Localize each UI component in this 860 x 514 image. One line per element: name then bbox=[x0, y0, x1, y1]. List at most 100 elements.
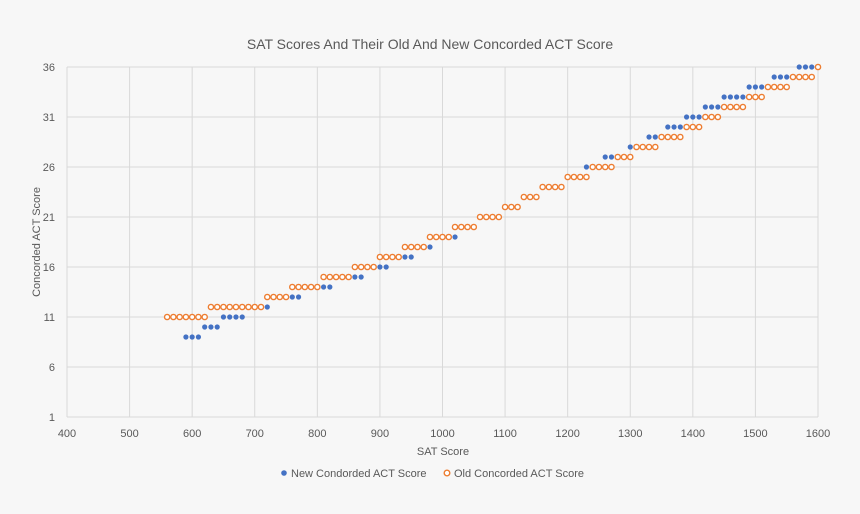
data-point bbox=[232, 303, 240, 311]
data-point bbox=[189, 334, 195, 340]
data-point bbox=[739, 103, 747, 111]
data-point bbox=[382, 253, 390, 261]
data-point bbox=[564, 173, 571, 181]
data-point bbox=[814, 63, 822, 71]
data-point bbox=[383, 264, 389, 270]
data-point bbox=[170, 313, 177, 321]
data-point bbox=[595, 163, 603, 171]
data-point bbox=[558, 183, 565, 191]
data-point bbox=[320, 273, 327, 281]
data-point bbox=[395, 253, 402, 261]
data-point bbox=[332, 273, 340, 281]
data-point bbox=[545, 183, 553, 191]
data-point bbox=[539, 183, 546, 191]
chart-title: SAT Scores And Their Old And New Concord… bbox=[247, 36, 613, 52]
x-tick-label: 700 bbox=[246, 428, 264, 440]
data-point bbox=[533, 193, 540, 201]
data-point bbox=[715, 104, 721, 110]
x-tick-label: 1000 bbox=[430, 428, 454, 440]
data-point bbox=[233, 314, 239, 320]
x-tick-label: 600 bbox=[183, 428, 201, 440]
data-point bbox=[407, 243, 415, 251]
data-point bbox=[733, 103, 740, 111]
data-point bbox=[752, 93, 759, 101]
data-point bbox=[783, 83, 791, 91]
data-point bbox=[720, 103, 728, 111]
x-tick-label: 900 bbox=[371, 428, 389, 440]
data-point bbox=[351, 263, 359, 271]
data-point bbox=[784, 74, 790, 80]
data-point bbox=[802, 73, 809, 81]
y-tick-label: 21 bbox=[43, 212, 55, 224]
data-point bbox=[213, 303, 221, 311]
legend-label: Old Concorded ACT Score bbox=[454, 468, 584, 480]
data-point bbox=[401, 243, 409, 251]
data-point bbox=[282, 293, 290, 301]
data-point bbox=[345, 273, 352, 281]
data-point bbox=[288, 283, 296, 291]
data-point bbox=[376, 253, 384, 261]
data-point bbox=[445, 233, 453, 241]
data-point bbox=[608, 163, 615, 171]
data-point bbox=[314, 283, 321, 291]
data-point bbox=[789, 73, 797, 81]
x-tick-label: 1400 bbox=[681, 428, 705, 440]
y-tick-label: 11 bbox=[44, 312, 55, 324]
data-point bbox=[734, 94, 740, 100]
data-point bbox=[182, 313, 190, 321]
data-point bbox=[802, 64, 809, 70]
data-point bbox=[702, 104, 708, 110]
y-tick-label: 26 bbox=[43, 162, 55, 174]
x-tick-label: 800 bbox=[308, 428, 326, 440]
data-point bbox=[357, 263, 365, 271]
data-point bbox=[746, 84, 752, 90]
x-tick-label: 400 bbox=[58, 428, 76, 440]
data-point bbox=[683, 114, 690, 120]
data-point bbox=[408, 254, 414, 260]
data-point bbox=[664, 133, 672, 141]
data-point bbox=[601, 163, 609, 171]
data-point bbox=[352, 274, 358, 280]
data-point bbox=[183, 334, 189, 340]
data-point bbox=[483, 213, 490, 221]
y-tick-label: 36 bbox=[43, 62, 55, 74]
data-point bbox=[583, 164, 590, 170]
data-point bbox=[220, 303, 227, 311]
y-tick-label: 31 bbox=[43, 112, 55, 124]
data-point bbox=[727, 94, 733, 100]
data-point bbox=[208, 324, 214, 330]
data-point bbox=[608, 154, 615, 160]
data-point bbox=[690, 114, 696, 120]
x-tick-label: 500 bbox=[120, 428, 138, 440]
data-point bbox=[195, 313, 202, 321]
data-point bbox=[452, 234, 458, 240]
data-point bbox=[389, 253, 396, 261]
data-point bbox=[270, 293, 277, 301]
data-point bbox=[326, 273, 334, 281]
data-point bbox=[226, 303, 234, 311]
data-point bbox=[759, 84, 765, 90]
data-point bbox=[627, 144, 633, 150]
y-axis-title: Concorded ACT Score bbox=[31, 187, 43, 297]
data-point bbox=[201, 313, 208, 321]
x-tick-label: 1600 bbox=[806, 428, 830, 440]
data-point bbox=[589, 163, 597, 171]
x-tick-label: 1500 bbox=[743, 428, 767, 440]
y-tick-label: 6 bbox=[49, 362, 55, 374]
data-point bbox=[652, 134, 658, 140]
y-tick-label: 16 bbox=[43, 262, 55, 274]
data-point bbox=[752, 84, 759, 90]
data-point bbox=[777, 83, 784, 91]
data-point bbox=[721, 94, 727, 100]
data-point bbox=[671, 124, 677, 130]
data-point bbox=[427, 244, 433, 250]
data-point bbox=[646, 134, 652, 140]
data-point bbox=[777, 74, 784, 80]
data-point bbox=[239, 314, 245, 320]
data-point bbox=[645, 143, 653, 151]
data-point bbox=[758, 93, 765, 101]
data-point bbox=[526, 193, 534, 201]
data-point bbox=[227, 314, 233, 320]
